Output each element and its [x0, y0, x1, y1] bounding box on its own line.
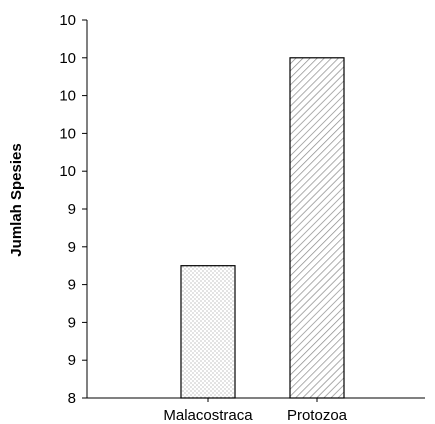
bar-protozoa — [289, 57, 345, 399]
y-axis: 8 9 9 9 9 9 10 10 10 10 10 — [59, 12, 88, 407]
y-tick-label: 10 — [59, 88, 76, 105]
y-tick-label: 10 — [59, 163, 76, 180]
y-tick-label: 9 — [68, 314, 76, 331]
y-tick-label: 10 — [59, 125, 76, 142]
x-tick-label-protozoa: Protozoa — [287, 407, 348, 424]
bar-malacostraca — [180, 265, 236, 399]
y-tick-label: 9 — [68, 201, 76, 218]
bars — [180, 57, 345, 399]
y-tick-label: 10 — [59, 12, 76, 29]
y-tick-label: 9 — [68, 352, 76, 369]
x-tick-label-malacostraca: Malacostraca — [163, 407, 253, 424]
x-axis: Malacostraca Protozoa — [82, 397, 425, 424]
y-axis-label: Jumlah Spesies — [8, 143, 25, 256]
y-tick-label: 8 — [68, 390, 76, 407]
y-tick-label: 10 — [59, 50, 76, 67]
y-tick-label: 9 — [68, 277, 76, 294]
y-tick-label: 9 — [68, 239, 76, 256]
